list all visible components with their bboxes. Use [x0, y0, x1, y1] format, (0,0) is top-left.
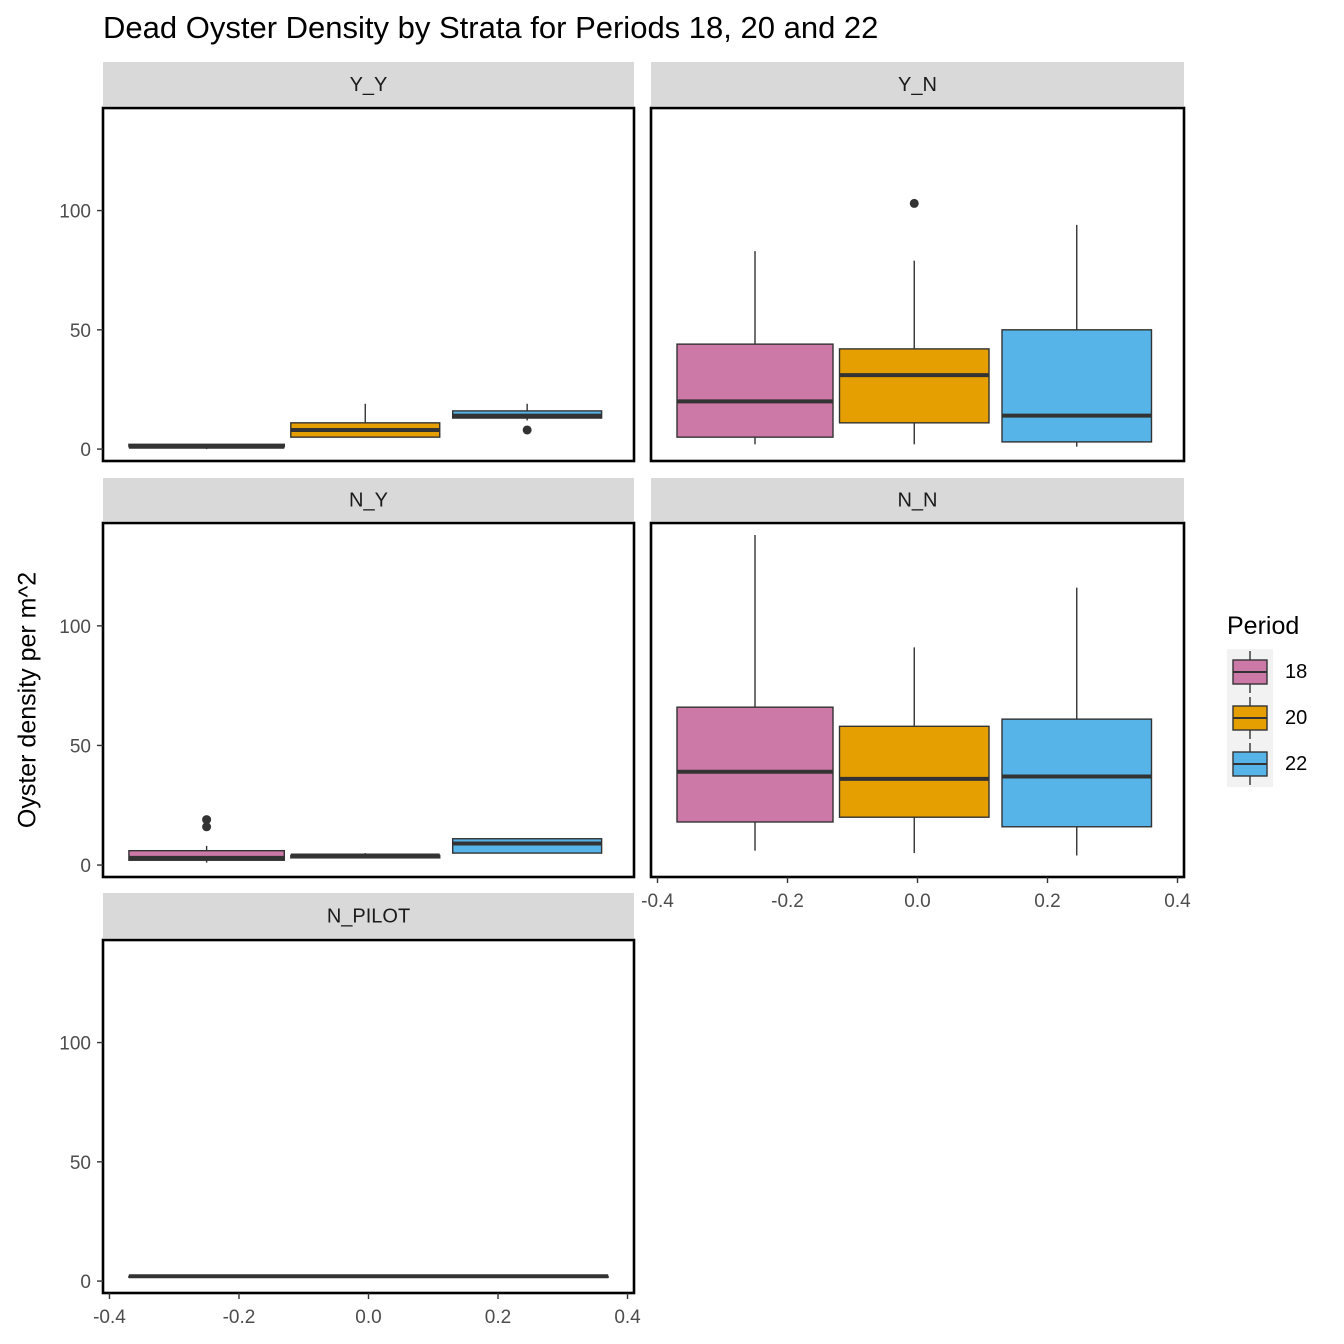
- legend-item-22: 22: [1227, 741, 1307, 787]
- facet-panel-n-n: N_N -0.4 -0.2 0.0 0.2 0.4: [641, 478, 1191, 912]
- y-tick-label: 0: [80, 1272, 91, 1293]
- box-period-18: [128, 815, 286, 863]
- chart-title: Dead Oyster Density by Strata for Period…: [103, 10, 879, 45]
- panel-border: [101, 521, 636, 879]
- y-tick-label: 0: [80, 440, 91, 461]
- facet-strip: [103, 893, 634, 938]
- y-tick-label: 0: [80, 856, 91, 877]
- facet-panel-n-pilot: N_PILOT 0 50 100 -0.4 -0.2 0.0 0.2 0.4: [59, 893, 641, 1328]
- box-iqr: [451, 838, 603, 854]
- panel-border: [101, 106, 636, 463]
- x-tick-label: 0.2: [485, 1307, 511, 1328]
- facet-strip-label: Y_Y: [350, 74, 388, 96]
- box-period-18: [676, 534, 834, 851]
- facet-strip: [103, 478, 634, 521]
- box-period-22: [1001, 224, 1153, 447]
- facet-strip-label: Y_N: [898, 74, 937, 96]
- legend-items: 18 20 22: [1227, 649, 1307, 787]
- box-period-22: [451, 403, 603, 435]
- legend-box-glyph: [1232, 697, 1268, 739]
- box-period-18: [676, 251, 834, 445]
- x-tick-label: -0.4: [93, 1307, 126, 1328]
- x-tick-label: 0.4: [1164, 891, 1191, 912]
- y-tick-label: 100: [59, 1034, 91, 1055]
- box-iqr: [676, 343, 834, 438]
- legend-label: 20: [1285, 706, 1308, 729]
- x-tick-label: 0.2: [1034, 891, 1060, 912]
- x-tick-label: -0.2: [771, 891, 804, 912]
- facet-panel-y-y: Y_Y 0 50 100: [59, 62, 636, 463]
- box-iqr: [838, 725, 990, 818]
- outlier-point: [202, 815, 212, 825]
- box-period-20: [838, 198, 990, 445]
- box-period-18: [128, 443, 286, 450]
- y-tick-label: 100: [59, 617, 91, 638]
- legend-label: 22: [1285, 752, 1308, 775]
- outlier-point: [522, 425, 532, 435]
- y-tick-label: 50: [70, 321, 91, 342]
- box-iqr: [1001, 329, 1153, 443]
- x-tick-label: 0.0: [904, 891, 930, 912]
- outlier-point: [202, 822, 212, 832]
- facet-panel-y-n: Y_N: [649, 62, 1186, 463]
- box-period-22: [1001, 587, 1153, 856]
- facet-strip: [651, 478, 1184, 521]
- box-iqr: [1001, 718, 1153, 828]
- facet-strip: [103, 62, 634, 106]
- legend-key: [1227, 741, 1273, 787]
- legend: Period 18 20 22: [1227, 612, 1307, 787]
- facet-strip-label: N_Y: [349, 490, 388, 512]
- x-tick-label: 0.4: [614, 1307, 641, 1328]
- facet-panel-n-y: N_Y 0 50 100: [59, 478, 636, 879]
- box-iqr: [676, 706, 834, 823]
- x-tick-label: -0.2: [223, 1307, 256, 1328]
- legend-box-glyph: [1232, 651, 1268, 693]
- box-period-20: [838, 647, 990, 854]
- box-period-20: [290, 853, 441, 859]
- y-tick-label: 50: [70, 736, 91, 757]
- legend-title: Period: [1227, 612, 1300, 640]
- x-tick-label: 0.0: [355, 1307, 381, 1328]
- outlier-point: [909, 198, 919, 208]
- legend-key: [1227, 649, 1273, 695]
- box-period-18: [128, 1274, 609, 1279]
- facet-strip: [651, 62, 1184, 106]
- panel-border: [649, 106, 1186, 463]
- y-tick-label: 100: [59, 202, 91, 223]
- facet-strip-label: N_PILOT: [327, 906, 410, 928]
- x-tick-label: -0.4: [641, 891, 674, 912]
- legend-box-glyph: [1232, 743, 1268, 785]
- box-period-22: [451, 838, 603, 854]
- legend-item-20: 20: [1227, 695, 1307, 741]
- box-iqr: [128, 849, 286, 861]
- box-iqr: [838, 348, 990, 424]
- box-period-20: [290, 403, 441, 438]
- legend-key: [1227, 695, 1273, 741]
- panel-border: [101, 938, 636, 1295]
- facet-strip-label: N_N: [897, 490, 937, 512]
- y-tick-label: 50: [70, 1153, 91, 1174]
- legend-label: 18: [1285, 660, 1308, 683]
- legend-item-18: 18: [1227, 649, 1307, 695]
